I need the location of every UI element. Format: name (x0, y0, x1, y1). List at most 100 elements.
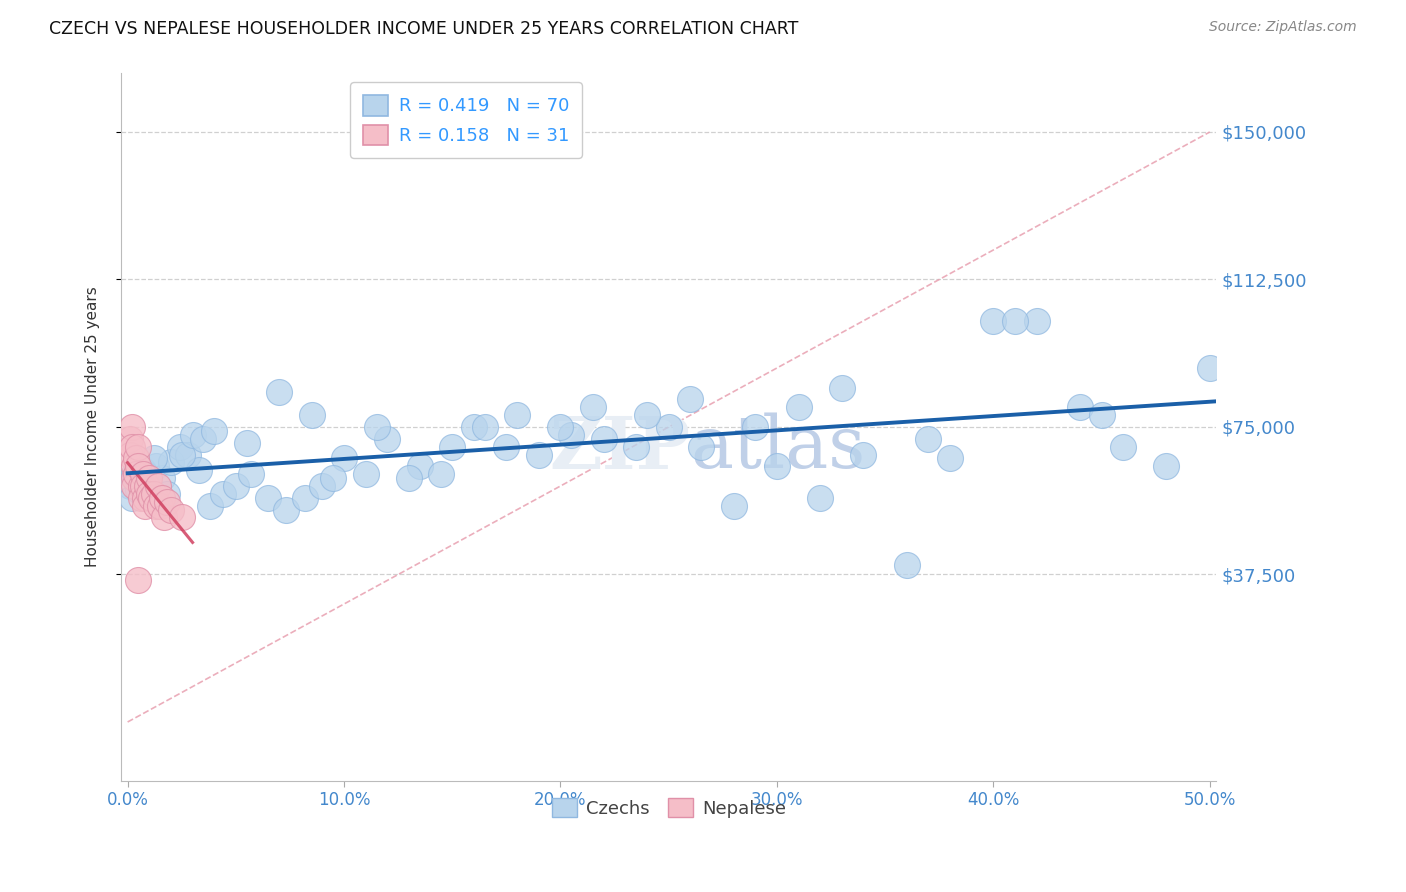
Point (160, 502, 183, 516)
Point (136, 479, 159, 493)
Point (808, 491, 831, 505)
Point (592, 432, 614, 446)
Point (170, 448, 193, 462)
Point (134, 491, 156, 505)
Point (134, 467, 156, 482)
Point (129, 479, 152, 493)
Point (441, 440, 464, 454)
Point (169, 440, 191, 454)
Point (723, 499, 745, 513)
Point (149, 499, 172, 513)
Point (1090, 408, 1112, 422)
Point (917, 432, 939, 446)
Point (160, 455, 183, 469)
Point (132, 479, 155, 493)
Point (132, 463, 155, 477)
Text: atlas: atlas (690, 413, 866, 483)
Point (142, 451, 165, 466)
Point (831, 381, 853, 395)
Point (550, 420, 572, 434)
Point (127, 459, 149, 474)
Point (145, 499, 167, 513)
Point (118, 479, 141, 493)
Point (129, 491, 152, 505)
Point (118, 432, 141, 446)
Point (127, 574, 149, 588)
Legend: Czechs, Nepalese: Czechs, Nepalese (544, 791, 793, 825)
Point (744, 420, 766, 434)
Point (118, 448, 141, 462)
Point (121, 491, 143, 505)
Point (138, 471, 160, 485)
Point (333, 451, 356, 466)
Point (896, 558, 918, 572)
Point (1112, 440, 1135, 454)
Point (153, 510, 176, 524)
Point (636, 408, 658, 422)
Point (430, 467, 453, 482)
Point (1004, 314, 1026, 328)
Point (127, 440, 149, 454)
Point (122, 467, 145, 482)
Point (626, 440, 648, 454)
Point (294, 491, 316, 505)
Point (134, 499, 156, 513)
Point (366, 420, 388, 434)
Text: CZECH VS NEPALESE HOUSEHOLDER INCOME UNDER 25 YEARS CORRELATION CHART: CZECH VS NEPALESE HOUSEHOLDER INCOME UND… (49, 20, 799, 37)
Point (121, 420, 143, 434)
Point (127, 483, 149, 497)
Text: Source: ZipAtlas.com: Source: ZipAtlas.com (1209, 20, 1357, 34)
Point (122, 479, 145, 493)
Point (257, 491, 280, 505)
Point (375, 432, 398, 446)
Point (690, 440, 713, 454)
Text: ZIP: ZIP (550, 413, 690, 483)
Point (506, 408, 529, 422)
Point (198, 499, 221, 513)
Point (1198, 361, 1220, 376)
Point (301, 408, 323, 422)
Point (212, 487, 235, 501)
Y-axis label: Householder Income Under 25 years: Householder Income Under 25 years (86, 286, 100, 567)
Point (1025, 314, 1047, 328)
Point (188, 463, 211, 477)
Point (193, 432, 215, 446)
Point (658, 420, 681, 434)
Point (122, 459, 145, 474)
Point (474, 420, 496, 434)
Point (939, 451, 962, 466)
Point (409, 459, 432, 474)
Point (1069, 401, 1091, 415)
Point (852, 448, 875, 462)
Point (240, 467, 263, 482)
Point (122, 471, 145, 485)
Point (225, 479, 247, 493)
Point (560, 428, 582, 442)
Point (145, 459, 167, 474)
Point (155, 487, 177, 501)
Point (398, 471, 420, 485)
Point (181, 428, 204, 442)
Point (269, 384, 291, 399)
Point (235, 435, 257, 450)
Point (495, 440, 517, 454)
Point (1156, 459, 1178, 474)
Point (274, 502, 297, 516)
Point (141, 491, 163, 505)
Point (787, 401, 810, 415)
Point (142, 487, 165, 501)
Point (150, 491, 173, 505)
Point (138, 487, 160, 501)
Point (125, 451, 148, 466)
Point (121, 440, 143, 454)
Point (138, 475, 160, 489)
Point (463, 420, 485, 434)
Point (983, 314, 1005, 328)
Point (132, 467, 155, 482)
Point (177, 448, 200, 462)
Point (146, 479, 169, 493)
Point (202, 424, 225, 438)
Point (582, 401, 605, 415)
Point (679, 392, 702, 407)
Point (527, 448, 550, 462)
